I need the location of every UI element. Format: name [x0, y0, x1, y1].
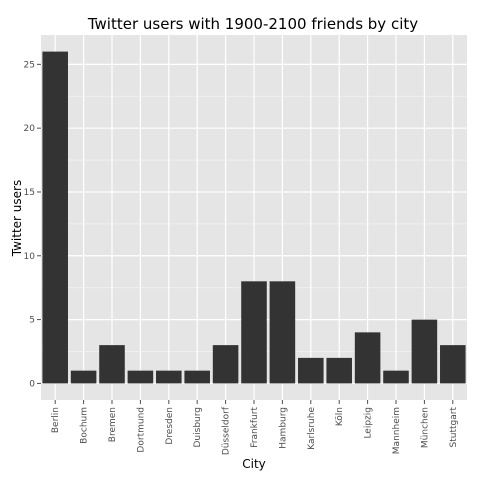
x-tick-label: Duisburg [193, 407, 203, 448]
x-tick-label: München [420, 407, 430, 448]
bars [42, 51, 466, 384]
x-tick-label: Bremen [108, 407, 118, 442]
bar [411, 319, 438, 384]
x-tick-label: Karlsruhe [307, 407, 317, 450]
y-axis-ticks: 0 5 10 15 20 25 [24, 60, 41, 389]
y-tick-label: 15 [24, 188, 35, 198]
bar [241, 281, 267, 384]
y-tick-label: 20 [24, 124, 36, 134]
bar [269, 281, 296, 384]
bar [212, 345, 239, 384]
x-tick-label: Köln [335, 407, 345, 426]
x-tick-label: Mannheim [392, 407, 402, 454]
x-tick-label: Dresden [165, 407, 175, 445]
bar [440, 345, 466, 384]
x-tick-label: Düsseldorf [222, 406, 232, 455]
bar [70, 370, 97, 384]
bar [326, 357, 352, 384]
x-axis-ticks: Berlin Bochum Bremen Dortmund Dresden Duisbur… [51, 400, 459, 455]
chart-title: Twitter users with 1900-2100 friends by … [87, 15, 418, 33]
x-tick-label: Bochum [80, 407, 90, 444]
bar [127, 370, 154, 384]
bar [184, 370, 210, 384]
y-tick-label: 5 [29, 316, 35, 326]
bar [99, 345, 125, 384]
x-tick-label: Berlin [51, 407, 61, 433]
bar [354, 332, 381, 384]
bar [156, 370, 182, 384]
x-tick-label: Stuttgart [449, 407, 459, 448]
x-tick-label: Frankfurt [250, 407, 260, 448]
y-axis-title: Twitter users [10, 180, 24, 257]
x-axis-title: City [242, 457, 266, 471]
bar [42, 51, 68, 384]
x-tick-label: Hamburg [278, 407, 288, 449]
x-tick-label: Dortmund [136, 407, 146, 453]
bar [298, 357, 324, 384]
y-tick-label: 10 [24, 252, 36, 262]
y-tick-label: 0 [29, 379, 35, 389]
x-tick-label: Leipzig [364, 407, 374, 439]
bar [383, 370, 409, 384]
y-tick-label: 25 [24, 60, 35, 70]
